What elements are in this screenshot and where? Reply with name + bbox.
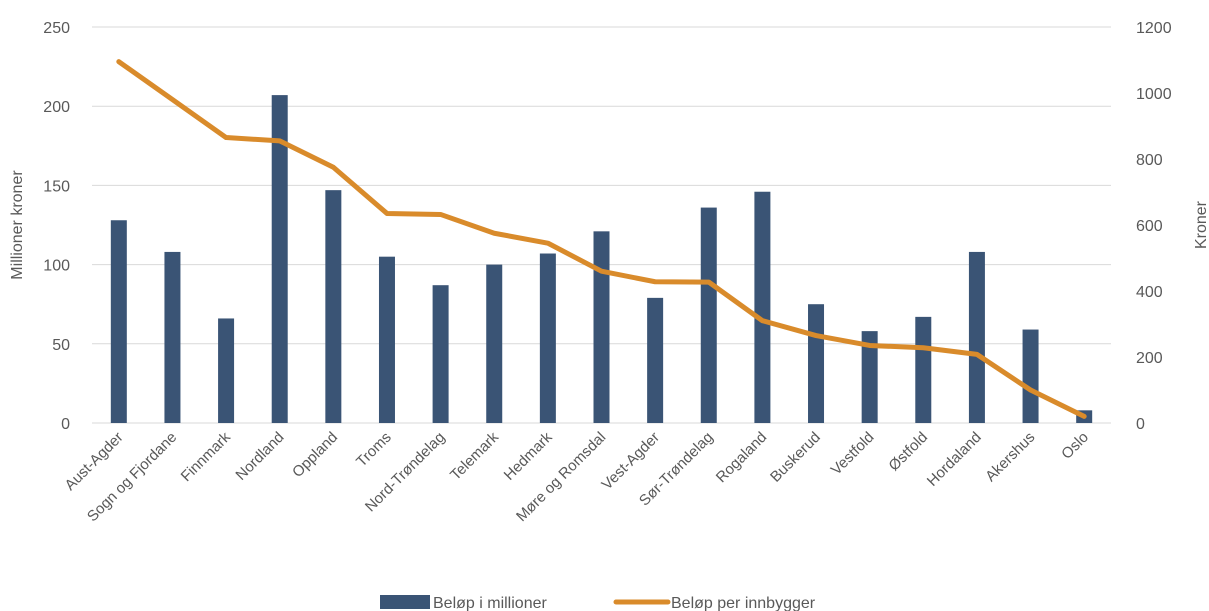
x-tick-label: Hordaland bbox=[924, 429, 985, 490]
bar bbox=[432, 285, 449, 423]
x-tick-label: Møre og Romsdal bbox=[513, 429, 609, 525]
x-tick-label: Oppland bbox=[289, 429, 341, 481]
y-tick-label-right: 1200 bbox=[1136, 20, 1172, 37]
y-tick-label-right: 0 bbox=[1136, 416, 1145, 433]
x-tick-label: Østfold bbox=[885, 429, 931, 475]
legend: Beløp i millioner Beløp per innbygger bbox=[380, 595, 816, 611]
x-tick-label: Nordland bbox=[232, 429, 287, 484]
legend-label-line: Beløp per innbygger bbox=[671, 595, 816, 611]
right-axis-title: Kroner bbox=[1193, 200, 1209, 249]
y-tick-label-left: 250 bbox=[43, 20, 70, 37]
bar bbox=[700, 207, 717, 423]
bar bbox=[110, 220, 127, 423]
x-tick-label: Telemark bbox=[447, 428, 502, 483]
bar bbox=[164, 251, 181, 423]
bar bbox=[915, 316, 932, 423]
legend-swatch-bar bbox=[380, 595, 430, 609]
y-tick-label-right: 200 bbox=[1136, 350, 1163, 367]
bar bbox=[754, 191, 771, 423]
x-tick-label: Buskerud bbox=[767, 429, 824, 486]
bar bbox=[486, 264, 503, 423]
legend-label-bar: Beløp i millioner bbox=[433, 595, 547, 611]
bar bbox=[325, 190, 342, 423]
bar bbox=[647, 297, 664, 423]
y-tick-label-left: 0 bbox=[61, 416, 70, 433]
x-tick-label: Rogaland bbox=[713, 429, 770, 486]
bar bbox=[218, 318, 235, 423]
line-series bbox=[116, 59, 1087, 419]
x-tick-label: Akershus bbox=[982, 429, 1038, 485]
bar bbox=[593, 231, 610, 423]
bar bbox=[539, 253, 556, 423]
y-tick-label-right: 600 bbox=[1136, 218, 1163, 235]
bar-series bbox=[110, 95, 1093, 423]
y-tick-label-right: 800 bbox=[1136, 152, 1163, 169]
bar bbox=[378, 256, 395, 423]
y-tick-label-right: 400 bbox=[1136, 284, 1163, 301]
x-tick-label: Hedmark bbox=[501, 428, 556, 483]
x-tick-label: Oslo bbox=[1058, 429, 1092, 463]
left-axis-title: Millioner kroner bbox=[9, 170, 26, 280]
x-tick-label: Finnmark bbox=[178, 428, 235, 485]
bar bbox=[861, 331, 878, 423]
bar bbox=[1022, 329, 1039, 423]
x-tick-label: Troms bbox=[353, 429, 395, 471]
x-tick-label: Sogn og Fjordane bbox=[84, 429, 180, 525]
bar bbox=[808, 304, 825, 423]
y-tick-label-left: 50 bbox=[52, 337, 70, 354]
y-tick-label-left: 100 bbox=[43, 258, 70, 275]
bar bbox=[271, 95, 288, 423]
y-tick-label-right: 1000 bbox=[1136, 86, 1172, 103]
x-tick-label: Vestfold bbox=[828, 429, 878, 479]
y-tick-label-left: 200 bbox=[43, 99, 70, 116]
bar bbox=[968, 251, 985, 423]
axis-ticks: 0 50 100 150 200 250 0 200 400 600 800 1000 1200 bbox=[43, 20, 1171, 433]
y-tick-label-left: 150 bbox=[43, 178, 70, 195]
